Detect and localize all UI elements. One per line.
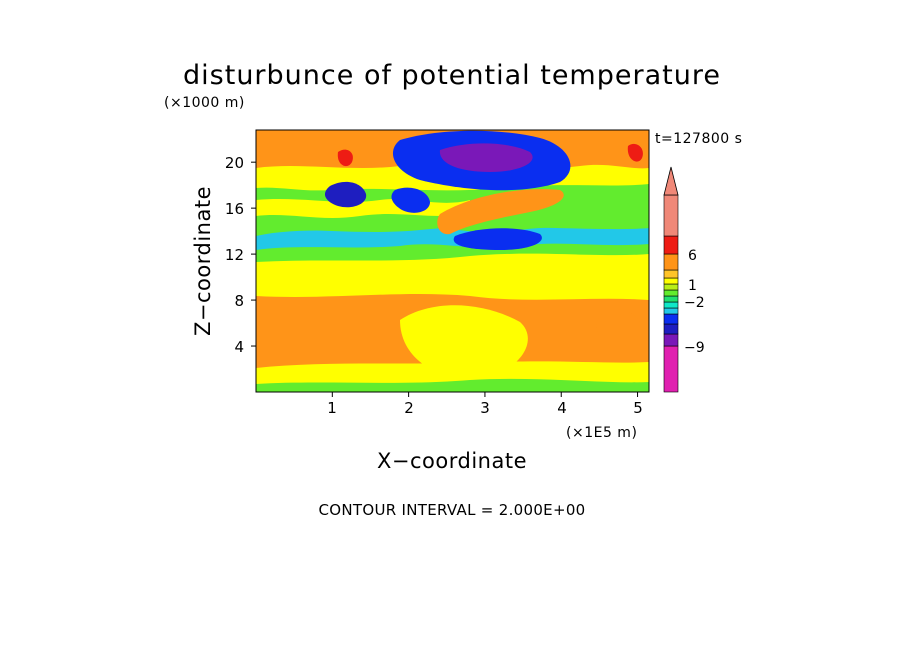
colorbar xyxy=(663,166,679,393)
colorbar-extend-arrow xyxy=(663,166,679,196)
band-lower-yellow xyxy=(256,253,649,300)
axis-ticks xyxy=(251,161,639,397)
y-tick-label: 4 xyxy=(234,338,244,356)
colorbar-swatch xyxy=(663,253,679,271)
band-surface-green xyxy=(256,378,649,392)
chart-title: disturbunce of potential temperature xyxy=(183,60,721,91)
right-blue-streak xyxy=(453,228,542,250)
colorbar-swatch xyxy=(663,323,679,335)
band-cyan xyxy=(256,226,649,250)
colorbar-label: −9 xyxy=(684,340,705,356)
colorbar-label: 6 xyxy=(688,248,697,264)
y-axis-unit: (×1000 m) xyxy=(164,95,245,111)
colorbar-swatch xyxy=(663,345,679,393)
contour-field xyxy=(256,130,649,392)
orange-plume xyxy=(437,189,564,235)
red-spot-right xyxy=(627,143,643,162)
x-axis-label: X−coordinate xyxy=(377,449,527,473)
x-tick-label: 5 xyxy=(633,399,643,417)
x-tick-label: 1 xyxy=(327,399,337,417)
band-mid-yellow xyxy=(400,305,528,379)
y-tick-label: 12 xyxy=(225,246,244,264)
colorbar-swatch xyxy=(663,301,679,309)
red-spot-left xyxy=(337,149,353,167)
left-blue-blob xyxy=(324,181,367,208)
y-axis-label: Z−coordinate xyxy=(191,186,215,336)
colorbar-swatch xyxy=(663,289,679,297)
colorbar-swatch xyxy=(663,307,679,315)
colorbar-swatch xyxy=(663,313,679,325)
y-tick-label: 20 xyxy=(225,154,244,172)
plot-frame xyxy=(255,129,650,393)
x-tick-label: 2 xyxy=(404,399,414,417)
colorbar-swatch xyxy=(663,333,679,347)
colorbar-swatch xyxy=(663,283,679,291)
x-tick-label: 3 xyxy=(480,399,490,417)
y-tick-label: 16 xyxy=(225,200,244,218)
mid-blue-blob xyxy=(391,187,430,213)
colorbar-swatch xyxy=(663,269,679,279)
colorbar-swatch xyxy=(663,194,679,237)
contour-interval-text: CONTOUR INTERVAL = 2.000E+00 xyxy=(318,501,585,519)
x-tick-label: 4 xyxy=(557,399,567,417)
x-axis-unit: (×1E5 m) xyxy=(566,425,637,441)
colorbar-label: 1 xyxy=(688,278,697,294)
colorbar-swatch xyxy=(663,295,679,303)
colorbar-swatch xyxy=(663,277,679,285)
colorbar-label: −2 xyxy=(684,295,705,311)
orange-spot-lower xyxy=(596,309,641,347)
colorbar-swatch xyxy=(663,235,679,255)
time-label: t=127800 s xyxy=(655,131,742,147)
y-tick-label: 8 xyxy=(234,292,244,310)
upper-purple-core xyxy=(439,143,533,172)
